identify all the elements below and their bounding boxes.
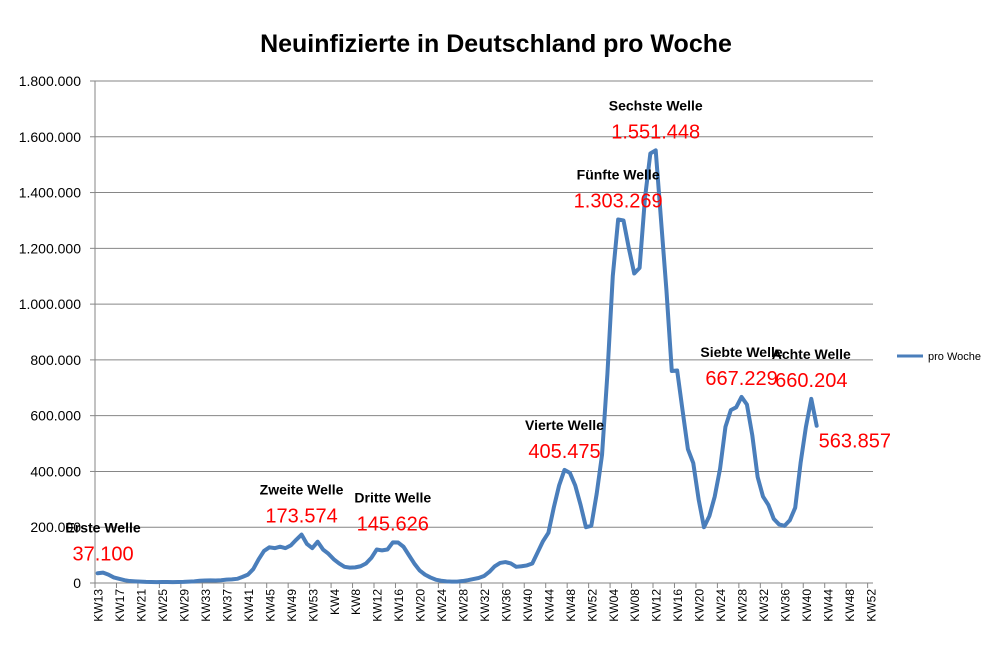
x-tick-label: KW52 <box>585 589 599 622</box>
x-tick-label: KW16 <box>392 589 406 622</box>
x-tick-label: KW32 <box>478 589 492 622</box>
x-tick-label: KW21 <box>135 589 149 622</box>
y-tick-label: 200.000 <box>30 519 81 535</box>
annotation-title: Erste Welle <box>65 520 140 536</box>
annotation-title: Siebte Welle <box>700 344 782 360</box>
x-tick-label: KW29 <box>178 589 192 622</box>
x-tick-label: KW41 <box>242 589 256 622</box>
y-tick-label: 0 <box>73 575 81 591</box>
y-tick-label: 800.000 <box>30 352 81 368</box>
annotation-title: Sechste Welle <box>609 97 703 113</box>
annotation-title: Zweite Welle <box>260 482 344 498</box>
x-tick-label: KW52 <box>864 589 878 622</box>
annotation-label: 405.475 <box>528 441 600 463</box>
x-tick-label: KW16 <box>671 589 685 622</box>
annotation-label: 1.551.448 <box>611 121 700 143</box>
x-tick-label: KW53 <box>306 589 320 622</box>
annotation-label: 1.303.269 <box>574 191 663 213</box>
x-tick-label: KW20 <box>414 589 428 622</box>
y-tick-label: 1.000.000 <box>19 296 81 312</box>
annotation-label: 660.204 <box>775 370 847 392</box>
x-tick-label: KW04 <box>607 589 621 622</box>
x-tick-label: KW08 <box>628 589 642 622</box>
x-tick-label: KW20 <box>693 589 707 622</box>
x-tick-label: KW40 <box>521 589 535 622</box>
x-tick-label: KW40 <box>800 589 814 622</box>
annotation-label: 145.626 <box>357 513 429 535</box>
x-tick-label: KW37 <box>220 589 234 622</box>
x-tick-label: KW12 <box>650 589 664 622</box>
x-tick-label: KW24 <box>714 589 728 622</box>
x-tick-label: KW25 <box>156 589 170 622</box>
x-tick-label: KW48 <box>843 589 857 622</box>
x-tick-label: KW44 <box>542 589 556 622</box>
x-tick-label: KW12 <box>371 589 385 622</box>
x-tick-label: KW36 <box>499 589 513 622</box>
x-tick-label: KW48 <box>564 589 578 622</box>
x-tick-label: KW24 <box>435 589 449 622</box>
y-tick-label: 400.000 <box>30 463 81 479</box>
x-tick-label: KW32 <box>757 589 771 622</box>
annotation-title: Dritte Welle <box>354 489 431 505</box>
annotation-label: 563.857 <box>819 431 891 453</box>
x-tick-label: KW8 <box>349 589 363 615</box>
annotation-label: 173.574 <box>265 506 337 528</box>
x-tick-label: KW17 <box>113 589 127 622</box>
x-tick-label: KW13 <box>92 589 106 622</box>
y-tick-label: 1.200.000 <box>19 240 81 256</box>
x-tick-label: KW36 <box>778 589 792 622</box>
x-tick-label: KW28 <box>457 589 471 622</box>
x-tick-label: KW33 <box>199 589 213 622</box>
y-tick-label: 600.000 <box>30 408 81 424</box>
y-tick-label: 1.600.000 <box>19 129 81 145</box>
x-tick-label: KW44 <box>821 589 835 622</box>
y-tick-label: 1.400.000 <box>19 185 81 201</box>
x-tick-label: KW49 <box>285 589 299 622</box>
annotation-title: Fünfte Welle <box>577 167 660 183</box>
annotation-label: 37.100 <box>72 544 133 566</box>
annotation-label: 667.229 <box>705 368 777 390</box>
x-tick-label: KW45 <box>263 589 277 622</box>
x-tick-label: KW4 <box>328 589 342 615</box>
annotation-title: Vierte Welle <box>525 417 604 433</box>
chart-title: Neuinfizierte in Deutschland pro Woche <box>260 30 732 58</box>
legend-label: pro Woche <box>928 351 981 363</box>
y-tick-label: 1.800.000 <box>19 73 81 89</box>
annotation-title: Achte Welle <box>772 346 851 362</box>
line-series <box>95 148 819 585</box>
x-tick-label: KW28 <box>736 589 750 622</box>
